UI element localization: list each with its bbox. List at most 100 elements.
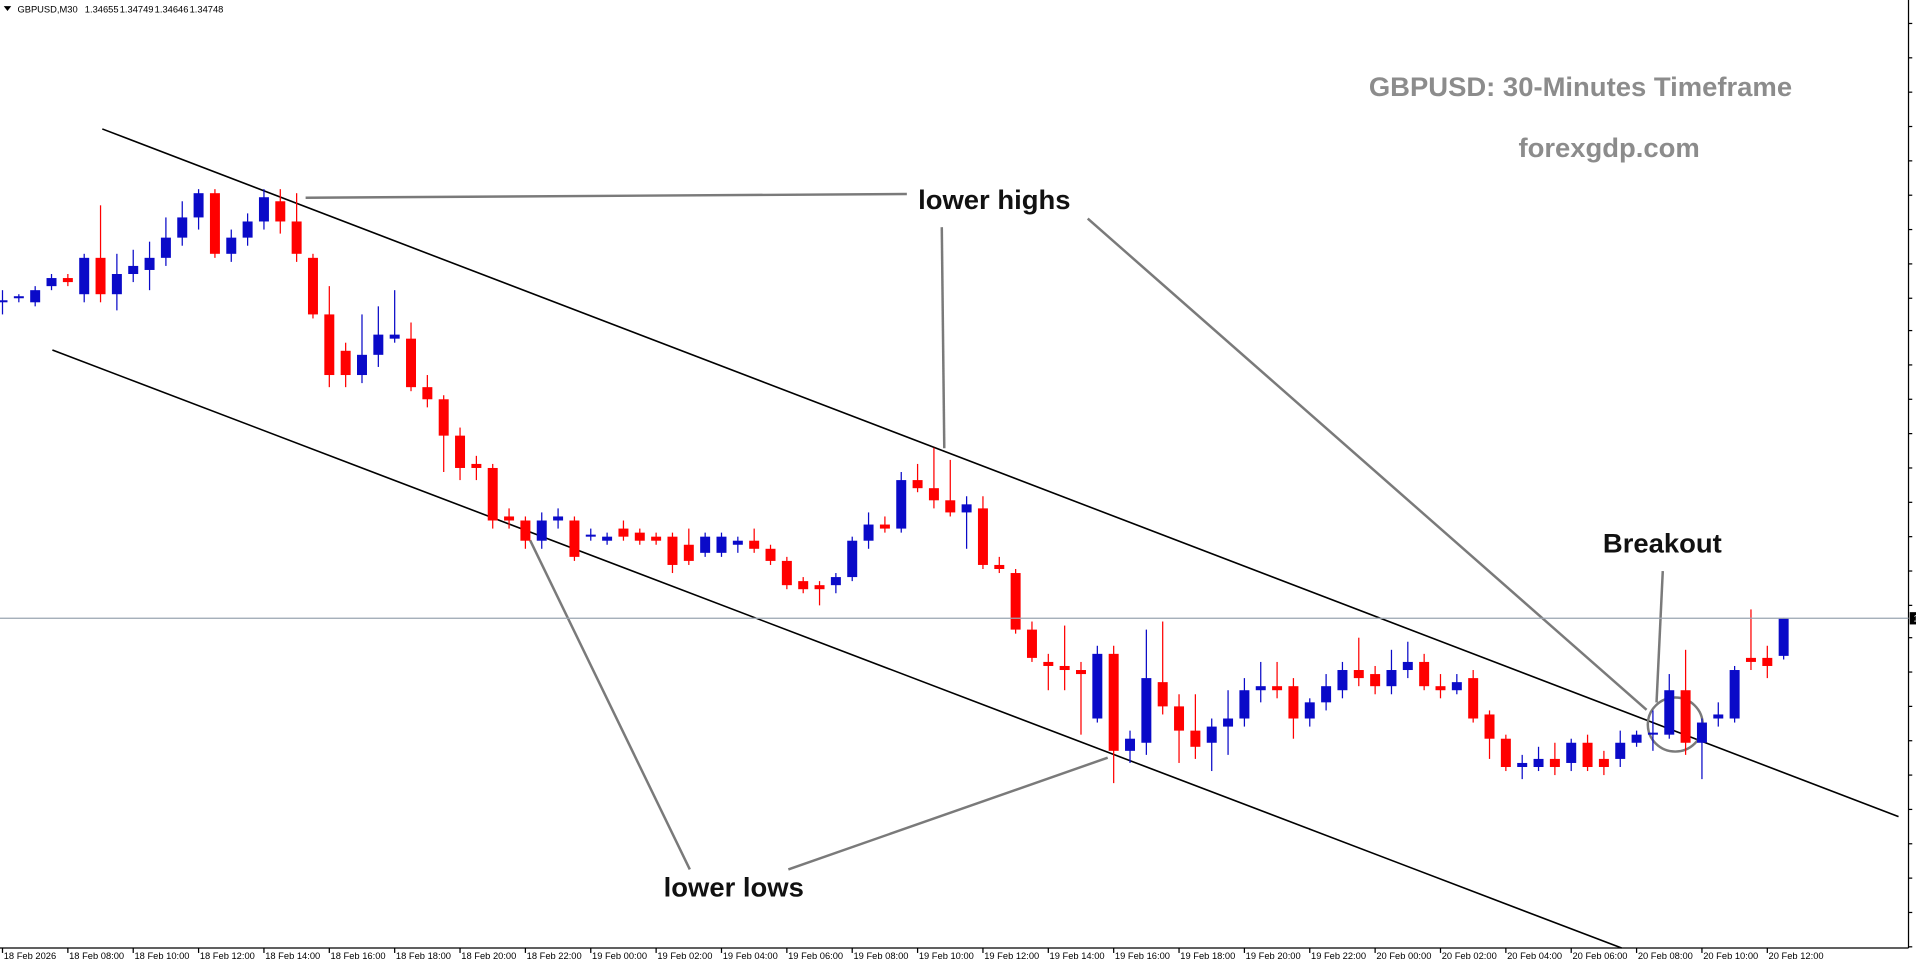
candle-body — [193, 193, 204, 218]
x-tick-label: 18 Feb 16:00 — [331, 951, 386, 961]
candle-body — [62, 278, 73, 283]
candle-body — [242, 221, 253, 238]
x-tick-label: 19 Feb 14:00 — [1050, 951, 1105, 961]
candle-body — [1026, 629, 1037, 658]
candle-body — [1419, 661, 1430, 687]
candle-body — [732, 540, 743, 545]
candle-body — [307, 257, 318, 315]
candle-body — [30, 290, 41, 303]
candle-body — [1288, 686, 1299, 719]
candle-body — [1304, 702, 1315, 719]
candle-body — [160, 237, 171, 258]
x-tick-label: 18 Feb 20:00 — [461, 951, 516, 961]
x-tick-label: 20 Feb 04:00 — [1507, 951, 1562, 961]
candle-body — [1500, 738, 1511, 768]
candle-body — [1125, 738, 1136, 751]
candle-body — [13, 296, 24, 299]
candle-body — [602, 536, 613, 541]
candle-body — [536, 520, 547, 541]
channel-upper — [101, 128, 1899, 818]
candle-body — [46, 278, 57, 287]
candle-body — [863, 524, 874, 541]
candle-body — [667, 536, 678, 565]
candle-body — [177, 217, 188, 238]
x-tick-label: 18 Feb 12:00 — [200, 951, 255, 961]
candle-body — [0, 300, 8, 303]
candle-body — [651, 536, 662, 541]
candle-body — [1141, 678, 1152, 743]
candle-body — [1762, 657, 1773, 666]
candle-body — [1402, 661, 1413, 671]
candle-body — [79, 257, 90, 295]
candle-body — [928, 488, 939, 501]
candle-body — [1337, 670, 1348, 691]
x-tick-label: 19 Feb 04:00 — [723, 951, 778, 961]
candle-body — [1321, 686, 1332, 703]
candle-body — [406, 338, 417, 388]
x-tick-label: 20 Feb 08:00 — [1638, 951, 1693, 961]
x-tick-label: 18 Feb 22:00 — [527, 951, 582, 961]
pointer — [787, 756, 1109, 871]
current-price-box — [1909, 612, 1916, 625]
candle-body — [847, 540, 858, 578]
x-tick-label: 19 Feb 12:00 — [984, 951, 1039, 961]
candle-body — [1566, 742, 1577, 763]
x-tick-label: 20 Feb 06:00 — [1572, 951, 1627, 961]
x-tick-label: 19 Feb 02:00 — [657, 951, 712, 961]
candle-body — [994, 564, 1005, 569]
candle-body — [716, 536, 727, 553]
symbol: GBPUSD,M30 — [17, 4, 77, 14]
candle-body — [1745, 657, 1756, 662]
annotation: Breakout — [1603, 528, 1722, 559]
x-tick-label: 18 Feb 2026 — [4, 951, 56, 961]
candle-body — [585, 534, 596, 537]
x-tick-label: 19 Feb 06:00 — [788, 951, 843, 961]
candle-body — [1549, 758, 1560, 768]
candle-body — [1370, 674, 1381, 687]
candle-body — [144, 257, 155, 270]
candle-body — [1239, 690, 1250, 719]
candle-body — [634, 532, 645, 541]
candle-body — [700, 536, 711, 553]
menu-arrow — [3, 6, 12, 12]
candle-body — [977, 508, 988, 565]
candle-body — [1043, 661, 1054, 666]
x-tick-label: 19 Feb 20:00 — [1246, 951, 1301, 961]
candle-body — [1353, 670, 1364, 679]
candle-body — [1272, 686, 1283, 691]
candle-body — [1468, 678, 1479, 719]
candle-body — [879, 524, 890, 529]
candle-body — [128, 265, 139, 275]
candle-body — [1174, 706, 1185, 731]
candle-body — [1778, 618, 1789, 656]
pointer — [940, 227, 946, 449]
candle-body — [1092, 653, 1103, 719]
candle-body — [1255, 686, 1266, 691]
candle-body — [618, 528, 629, 537]
candle-body — [1615, 742, 1626, 759]
annotation: lower lows — [664, 872, 804, 903]
candle-body — [683, 544, 694, 561]
candle-body — [553, 516, 564, 521]
candle-body — [438, 399, 449, 436]
candle-body — [945, 500, 956, 513]
candle-body — [471, 463, 482, 468]
candle-body — [912, 480, 923, 489]
candle-body — [1386, 670, 1397, 687]
candle-body — [1696, 722, 1707, 743]
x-tick-label: 19 Feb 18:00 — [1180, 951, 1235, 961]
candle-body — [1206, 726, 1217, 743]
pointer — [1655, 570, 1665, 703]
candle-body — [1647, 732, 1658, 735]
x-tick-label: 18 Feb 08:00 — [69, 951, 124, 961]
candle-body — [520, 520, 531, 541]
x-tick-label: 20 Feb 12:00 — [1769, 951, 1824, 961]
candle-body — [1598, 758, 1609, 768]
candle-body — [1631, 734, 1642, 743]
candle-body — [1680, 690, 1691, 743]
candle-body — [275, 201, 286, 222]
candle-body — [226, 237, 237, 254]
